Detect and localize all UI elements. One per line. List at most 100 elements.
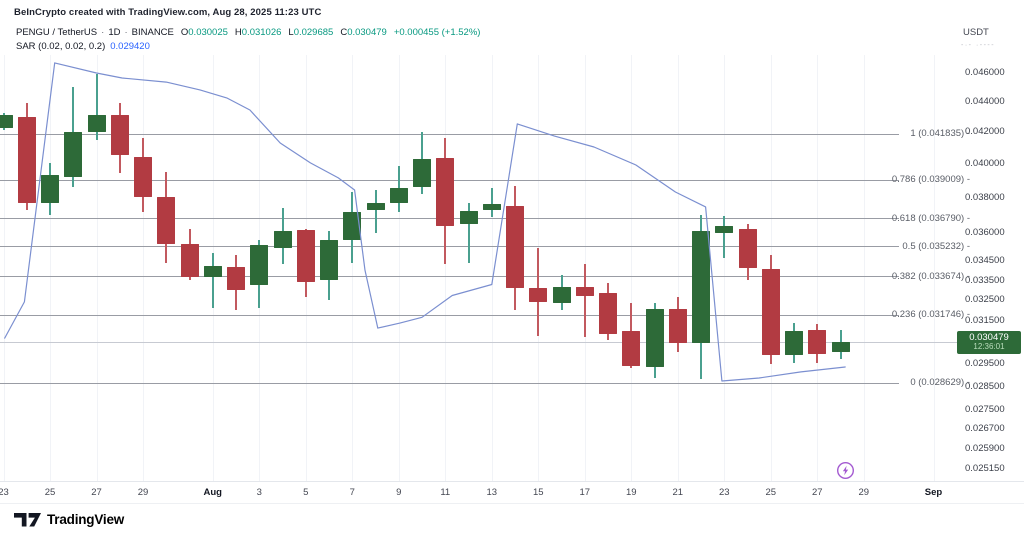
- bar-countdown: 12:36:01: [973, 342, 1005, 352]
- candle-body: [17, 117, 36, 204]
- candle-body: [575, 287, 594, 297]
- price-tick-label: 0.042000: [965, 126, 1005, 138]
- time-tick-label: 7: [349, 487, 355, 498]
- low-value: 0.029685: [293, 27, 334, 38]
- fib-label: 0.5 (0.035232) -: [902, 240, 970, 252]
- tradingview-logo-icon: [14, 512, 41, 526]
- price-tick-label: 0.025150: [965, 462, 1005, 474]
- price-tick-label: 0.028500: [965, 380, 1005, 392]
- candle-body: [389, 188, 408, 204]
- fib-label: 0.786 (0.039009) -: [891, 174, 970, 186]
- price-tick-label: 0.034500: [965, 255, 1005, 267]
- candle-body: [715, 225, 734, 233]
- price-tick-label: 0.026700: [965, 423, 1005, 435]
- time-tick-label: 27: [91, 487, 102, 498]
- candle-body: [668, 309, 687, 344]
- grid-vline: [677, 55, 679, 481]
- symbol-row: PENGU / TetherUS · 1D · BINANCE O0.030025 H0.0…: [16, 27, 480, 38]
- grid-vline: [445, 55, 447, 481]
- candle-body: [459, 211, 478, 224]
- time-tick-label: 25: [44, 487, 56, 498]
- tradingview-logo[interactable]: TradingView: [14, 512, 124, 527]
- candle-body: [831, 342, 850, 352]
- candle-body: [203, 266, 222, 278]
- candle-body: [761, 269, 780, 356]
- candle-body: [0, 115, 13, 128]
- candle-body: [552, 287, 571, 304]
- candle-body: [599, 293, 617, 334]
- time-tick-label: Aug: [203, 487, 222, 498]
- separator-dot: ·: [101, 27, 105, 38]
- axis-currency-label: USDT: [963, 27, 989, 38]
- high-label: H: [234, 27, 242, 38]
- candle-body: [250, 245, 269, 286]
- candle-body: [320, 240, 338, 281]
- candle-body: [87, 114, 106, 132]
- grid-vline: [352, 55, 354, 481]
- price-tick-label: 0.038000: [965, 191, 1005, 203]
- time-tick-label: 11: [440, 487, 451, 498]
- time-tick-label: 3: [256, 487, 262, 498]
- separator-dot: ·: [124, 27, 128, 38]
- grid-vline: [933, 55, 935, 481]
- candle-wick: [723, 215, 726, 259]
- close-value: 0.030479: [347, 27, 387, 38]
- time-tick-label: 29: [137, 487, 149, 498]
- high-value: 0.031026: [241, 27, 282, 38]
- price-tick-label: 0.027500: [965, 403, 1005, 415]
- time-tick-label: 27: [811, 487, 823, 498]
- grid-vline: [3, 55, 5, 481]
- candle-body: [738, 228, 757, 269]
- grid-vline: [863, 55, 865, 481]
- exchange-label[interactable]: BINANCE: [131, 27, 174, 38]
- candle-body: [157, 196, 176, 244]
- last-price-badge[interactable]: 0.030479 12:36:01: [957, 331, 1021, 354]
- candle-wick: [211, 253, 214, 309]
- price-tick-label: 0.044000: [965, 95, 1005, 107]
- grid-vline: [631, 55, 633, 481]
- price-tick-label: 0.036000: [965, 227, 1005, 239]
- indicator-name[interactable]: SAR (0.02, 0.02, 0.2): [16, 41, 106, 52]
- time-tick-label: 19: [625, 487, 637, 498]
- axis-masked-value: -·- ·----: [961, 42, 996, 49]
- fib-label: 1 (0.041835) -: [910, 128, 970, 140]
- indicator-value: 0.029420: [110, 41, 150, 52]
- candle-body: [645, 309, 664, 367]
- interval-label[interactable]: 1D: [108, 27, 121, 38]
- time-tick-label: 13: [486, 487, 498, 498]
- indicator-row: SAR (0.02, 0.02, 0.2) 0.029420: [16, 41, 150, 52]
- time-tick-label: 17: [579, 487, 591, 498]
- candle-body: [785, 330, 803, 356]
- flash-icon[interactable]: [836, 461, 855, 480]
- fib-label: 0.236 (0.031746) -: [891, 309, 970, 321]
- candle-wick: [374, 190, 377, 233]
- fib-label: 0 (0.028629) -: [910, 377, 970, 389]
- candle-body: [134, 156, 152, 197]
- fib-line: [0, 133, 899, 135]
- symbol-name[interactable]: PENGU / TetherUS: [16, 27, 98, 38]
- time-tick-label: Sep: [924, 487, 943, 498]
- grid-vline: [143, 55, 144, 481]
- last-price-value: 0.030479: [969, 332, 1009, 344]
- low-label: L: [288, 27, 294, 38]
- grid-vline: [817, 55, 819, 481]
- candle-body: [366, 203, 385, 211]
- brand-name: TradingView: [47, 512, 125, 527]
- time-tick-label: 23: [0, 487, 9, 498]
- time-axis[interactable]: 23 25 27 29 Aug 3 5 7 9 11 13 15 17 19 21 23 25 27 29 Sep: [0, 481, 1024, 504]
- open-label: O: [180, 27, 189, 38]
- candle-body: [413, 158, 431, 188]
- candle-body: [622, 330, 641, 366]
- fib-line: [0, 382, 899, 384]
- candle-body: [808, 329, 827, 355]
- candle-body: [180, 243, 199, 278]
- time-tick-label: 25: [765, 487, 777, 498]
- candle-body: [64, 131, 83, 178]
- candle-body: [506, 206, 524, 289]
- candle-body: [110, 114, 129, 155]
- candle-body: [273, 230, 292, 248]
- candle-body: [482, 204, 501, 211]
- time-tick-label: 15: [532, 487, 544, 498]
